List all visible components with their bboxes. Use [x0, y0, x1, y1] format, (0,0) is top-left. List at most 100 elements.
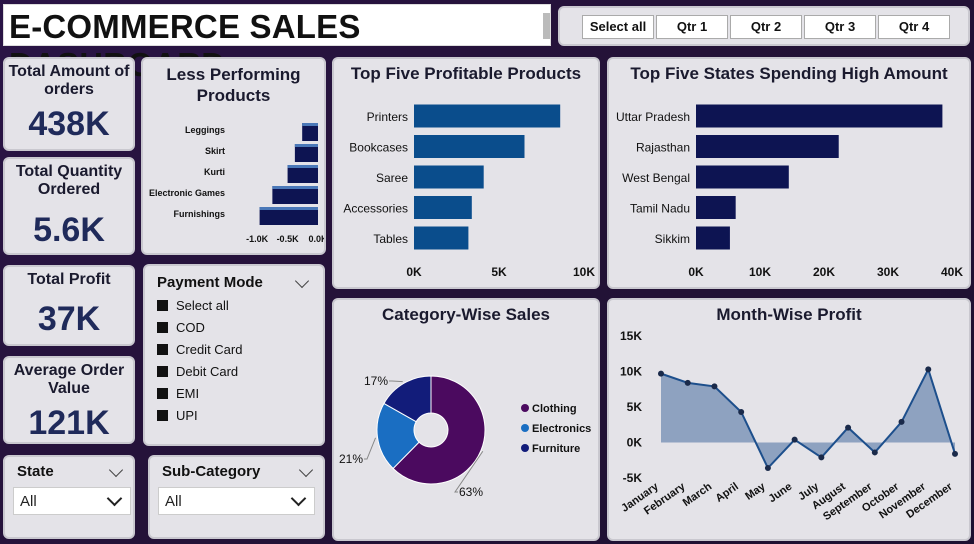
category-label: Tamil Nadu	[630, 202, 690, 216]
profitable-products-card: Top Five Profitable Products Printers Boo…	[332, 57, 600, 289]
data-label: 17%	[364, 374, 388, 388]
category-label: Saree	[376, 171, 408, 185]
payment-mode-slicer: Payment Mode Select all COD Credit Card …	[143, 264, 325, 446]
chart-title: Top Five States Spending High Amount	[609, 59, 969, 84]
chevron-down-icon[interactable]	[299, 463, 313, 477]
checkbox-icon[interactable]	[157, 410, 168, 421]
payment-option-debit-card[interactable]: Debit Card	[157, 364, 238, 379]
kpi-average-order-value: Average Order Value 121K	[3, 356, 135, 444]
state-dropdown[interactable]: All	[13, 487, 131, 515]
category-label: Skirt	[205, 146, 225, 156]
title-scrollbar	[543, 13, 550, 39]
quarter-2-button[interactable]: Qtr 2	[730, 15, 802, 39]
payment-option-select-all[interactable]: Select all	[157, 298, 229, 313]
y-tick-label: 10K	[620, 365, 642, 379]
leader-line	[364, 438, 376, 459]
state-dropdown-value: All	[20, 493, 37, 510]
x-tick-label: 5K	[491, 265, 507, 279]
y-tick-label: 5K	[627, 400, 643, 414]
bar	[696, 227, 730, 250]
category-label: Accessories	[343, 202, 408, 216]
chart-title: Month-Wise Profit	[609, 300, 969, 325]
subcategory-dropdown-value: All	[165, 493, 182, 510]
x-tick-label: 0K	[688, 265, 704, 279]
data-point	[872, 449, 878, 455]
quarter-3-button[interactable]: Qtr 3	[804, 15, 876, 39]
payment-option-upi[interactable]: UPI	[157, 408, 198, 423]
kpi-value: 438K	[5, 105, 133, 144]
data-point	[792, 437, 798, 443]
x-tick-label: 40K	[941, 265, 963, 279]
category-label: Sikkim	[655, 232, 690, 246]
chevron-down-icon[interactable]	[109, 463, 123, 477]
less-performing-card: Less Performing Products Leggings Skirt Ku…	[141, 57, 326, 255]
data-label: 63%	[459, 485, 483, 499]
top-states-card: Top Five States Spending High Amount Utt…	[607, 57, 971, 289]
quarter-4-button[interactable]: Qtr 4	[878, 15, 950, 39]
checkbox-icon[interactable]	[157, 322, 168, 333]
payment-option-emi[interactable]: EMI	[157, 386, 199, 401]
bar	[696, 166, 789, 189]
quarter-1-button[interactable]: Qtr 1	[656, 15, 728, 39]
month-profit-chart: 15K10K5K0K-5KJanuaryFebruaryMarch April Ma…	[609, 328, 969, 540]
chart-title: Top Five Profitable Products	[334, 59, 598, 84]
data-point	[845, 425, 851, 431]
state-slicer: State All	[3, 455, 135, 539]
data-point	[658, 371, 664, 377]
quarter-slicer: Select all Qtr 1 Qtr 2 Qtr 3 Qtr 4	[558, 6, 970, 46]
x-tick-label: 30K	[877, 265, 899, 279]
data-label: 21%	[339, 452, 363, 466]
checkbox-icon[interactable]	[157, 366, 168, 377]
bar-highlight	[295, 144, 318, 147]
chevron-down-icon[interactable]	[295, 274, 309, 288]
data-point	[818, 454, 824, 460]
kpi-value: 5.6K	[5, 211, 133, 250]
payment-option-credit-card[interactable]: Credit Card	[157, 342, 242, 357]
bar-highlight	[260, 207, 318, 210]
less-performing-chart: Leggings Skirt Kurti Electronic Games Furnis…	[143, 103, 324, 253]
leader-line	[389, 381, 403, 382]
payment-option-cod[interactable]: COD	[157, 320, 205, 335]
y-tick-label: -5K	[623, 471, 643, 485]
legend-marker	[521, 404, 529, 412]
quarter-select-all-button[interactable]: Select all	[582, 15, 654, 39]
kpi-value: 121K	[5, 404, 133, 443]
chart-title: Less Performing Products	[143, 59, 324, 106]
x-tick-label: -1.0K	[246, 234, 269, 244]
chevron-down-icon[interactable]	[107, 491, 123, 507]
profitable-products-chart: Printers Bookcases Saree Accessories Tables 0…	[334, 89, 598, 289]
bar	[414, 166, 484, 189]
kpi-value: 37K	[5, 300, 133, 339]
bar-highlight	[272, 186, 318, 189]
checkbox-icon[interactable]	[157, 344, 168, 355]
dashboard-title-box: E-COMMERCE SALES DASHBOARD	[3, 4, 551, 46]
x-tick-label: May	[743, 480, 768, 503]
month-profit-card: Month-Wise Profit 15K 10K 5K 0K -5K January Fe…	[607, 298, 971, 541]
category-sales-chart: 63% 21% 17% Clothing Electronics Furniture	[334, 330, 598, 540]
slicer-title: Sub-Category	[162, 463, 260, 480]
checkbox-icon[interactable]	[157, 300, 168, 311]
legend-marker	[521, 424, 529, 432]
x-tick-label: 0.0K	[308, 234, 324, 244]
bar	[414, 135, 525, 158]
data-point	[952, 451, 958, 457]
subcategory-dropdown[interactable]: All	[158, 487, 315, 515]
data-point	[685, 380, 691, 386]
category-label: Printers	[367, 110, 408, 124]
data-point	[765, 465, 771, 471]
bar	[414, 105, 560, 128]
kpi-total-orders: Total Amount of orders 438K	[3, 57, 135, 151]
chart-title: Category-Wise Sales	[334, 300, 598, 325]
chevron-down-icon[interactable]	[291, 491, 307, 507]
x-tick-label: 20K	[813, 265, 835, 279]
x-tick-label: April	[713, 481, 740, 505]
x-tick-label: June	[766, 481, 794, 506]
slicer-title: State	[17, 463, 54, 480]
kpi-label: Total Profit	[5, 267, 133, 289]
slicer-title: Payment Mode	[157, 274, 263, 291]
checkbox-icon[interactable]	[157, 388, 168, 399]
kpi-total-quantity: Total Quantity Ordered 5.6K	[3, 157, 135, 255]
legend-label: Electronics	[532, 423, 591, 435]
bar	[414, 227, 468, 250]
subcategory-slicer: Sub-Category All	[148, 455, 325, 539]
